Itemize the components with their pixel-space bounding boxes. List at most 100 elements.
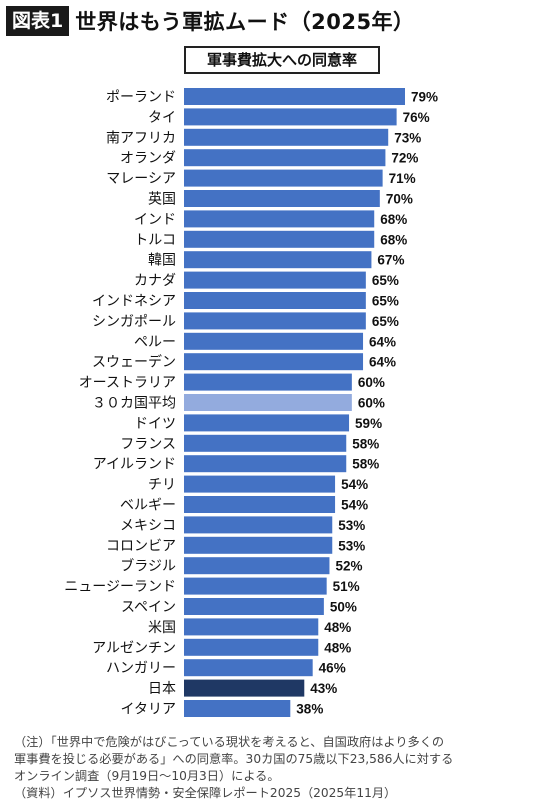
category-label: オーストラリア bbox=[79, 375, 176, 391]
category-label: 韓国 bbox=[148, 253, 176, 269]
category-label: マレーシア bbox=[106, 171, 176, 187]
category-label: 英国 bbox=[148, 191, 176, 208]
bar bbox=[184, 108, 397, 126]
value-label: 48% bbox=[324, 620, 351, 635]
value-label: 64% bbox=[369, 355, 396, 370]
value-label: 67% bbox=[377, 253, 404, 268]
bar-chart: ポーランド 79% タイ 76% 南アフリカ 73% オランダ 72% マレーシア 71% 英国 70… bbox=[64, 88, 438, 718]
bar bbox=[184, 475, 336, 493]
category-label: カナダ bbox=[134, 273, 176, 289]
category-label: ポーランド bbox=[106, 90, 176, 106]
bar bbox=[184, 128, 389, 146]
category-label: 米国 bbox=[148, 620, 176, 636]
value-label: 51% bbox=[333, 579, 360, 594]
value-label: 65% bbox=[372, 314, 399, 329]
value-label: 68% bbox=[380, 212, 407, 227]
bar bbox=[184, 230, 375, 248]
value-label: 52% bbox=[335, 559, 362, 574]
bar bbox=[184, 414, 350, 432]
value-label: 38% bbox=[296, 702, 323, 717]
category-label: スペイン bbox=[121, 600, 176, 616]
value-label: 64% bbox=[369, 334, 396, 349]
bar bbox=[184, 536, 333, 554]
chart-notes: （注）「世界中で危険がはびこっている現状を考えると、自国政府はより多くの 軍事費… bbox=[14, 734, 534, 802]
bar bbox=[184, 88, 405, 105]
value-label: 70% bbox=[386, 192, 413, 207]
category-label: フランス bbox=[120, 436, 176, 452]
category-label: メキシコ bbox=[120, 518, 176, 534]
bar bbox=[184, 394, 352, 411]
category-label: イタリア bbox=[121, 702, 176, 718]
bar bbox=[184, 332, 364, 350]
value-label: 53% bbox=[338, 518, 365, 533]
bar bbox=[184, 190, 380, 207]
value-label: 60% bbox=[358, 396, 385, 411]
bar bbox=[184, 271, 366, 289]
value-label: 59% bbox=[355, 416, 382, 431]
bar bbox=[184, 373, 352, 391]
note-line-4: （資料）イプソス世界情勢・安全保障レポート2025（2025年11月） bbox=[14, 786, 397, 800]
value-label: 68% bbox=[380, 232, 407, 247]
bar bbox=[184, 251, 372, 269]
value-label: 60% bbox=[358, 375, 385, 390]
category-label: インド bbox=[134, 212, 176, 228]
bar bbox=[184, 149, 386, 167]
category-label: オランダ bbox=[120, 151, 176, 167]
figure-header: 図表1 世界はもう軍拡ムード（2025年） bbox=[6, 6, 415, 36]
category-label: アイルランド bbox=[93, 457, 176, 473]
category-label: スウェーデン bbox=[92, 354, 176, 371]
category-label: ブラジル bbox=[120, 558, 176, 575]
bar bbox=[184, 353, 364, 371]
figure-title: 世界はもう軍拡ムード（2025年） bbox=[75, 10, 415, 34]
value-label: 65% bbox=[372, 273, 399, 288]
category-label: 南アフリカ bbox=[106, 130, 176, 146]
note-line-3: オンライン調査（9月19日〜10月3日）による。 bbox=[14, 769, 280, 783]
value-label: 72% bbox=[391, 151, 418, 166]
category-label: ニュージーランド bbox=[64, 579, 176, 595]
value-label: 48% bbox=[324, 640, 351, 655]
bar bbox=[184, 598, 324, 615]
bar bbox=[184, 434, 347, 452]
category-label: シンガポール bbox=[92, 314, 176, 330]
value-label: 43% bbox=[310, 681, 337, 696]
bar bbox=[184, 496, 336, 513]
category-label: 日本 bbox=[148, 681, 176, 697]
bar bbox=[184, 312, 366, 330]
bar bbox=[184, 292, 366, 309]
value-label: 50% bbox=[330, 600, 357, 615]
bar bbox=[184, 557, 330, 575]
note-line-2: 軍事費を投じる必要がある」への同意率。30カ国の75歳以下23,586人に対する bbox=[14, 752, 454, 766]
value-label: 58% bbox=[352, 436, 379, 451]
category-label: チリ bbox=[148, 477, 176, 493]
category-label: インドネシア bbox=[92, 294, 176, 310]
category-label: アルゼンチン bbox=[92, 640, 176, 656]
bar bbox=[184, 679, 305, 697]
value-label: 65% bbox=[372, 294, 399, 309]
value-label: 58% bbox=[352, 457, 379, 472]
category-label: トルコ bbox=[134, 232, 176, 248]
category-label: ３０カ国平均 bbox=[92, 396, 176, 412]
bar bbox=[184, 210, 375, 228]
value-label: 54% bbox=[341, 498, 368, 513]
note-line-1: （注）「世界中で危険がはびこっている現状を考えると、自国政府はより多くの bbox=[14, 735, 445, 749]
category-label: ペルー bbox=[134, 334, 176, 350]
value-label: 76% bbox=[403, 110, 430, 125]
category-label: ドイツ bbox=[134, 416, 176, 432]
bar bbox=[184, 169, 383, 187]
value-label: 71% bbox=[389, 171, 416, 186]
chart-title: 軍事費拡大への同意率 bbox=[184, 46, 380, 74]
bar bbox=[184, 659, 313, 677]
value-label: 54% bbox=[341, 477, 368, 492]
bar bbox=[184, 618, 319, 636]
bar bbox=[184, 577, 327, 595]
bar bbox=[184, 455, 347, 473]
category-label: ハンガリー bbox=[106, 661, 176, 677]
category-label: コロンビア bbox=[106, 538, 176, 554]
bar bbox=[184, 638, 319, 656]
category-label: タイ bbox=[148, 110, 176, 126]
category-label: ベルギー bbox=[120, 498, 176, 514]
value-label: 79% bbox=[411, 90, 438, 105]
bar bbox=[184, 516, 333, 534]
value-label: 46% bbox=[319, 661, 346, 676]
value-label: 53% bbox=[338, 538, 365, 553]
